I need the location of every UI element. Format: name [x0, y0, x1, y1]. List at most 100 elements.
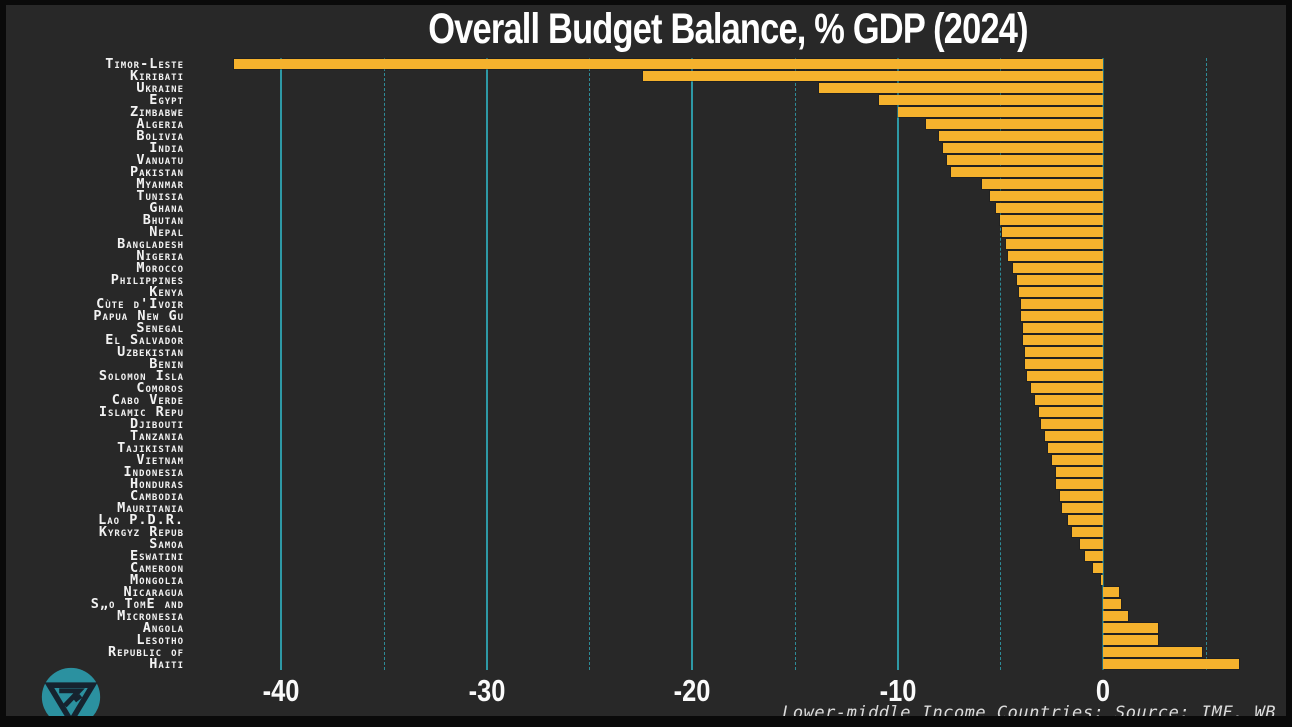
- category-label: Haiti: [149, 656, 184, 672]
- data-bar: [1055, 467, 1103, 477]
- category-label: Bolivia: [136, 128, 184, 144]
- data-bar: [942, 143, 1103, 153]
- data-bar: [1012, 263, 1103, 273]
- category-label: Algeria: [136, 116, 184, 132]
- category-label: Republic of: [107, 644, 184, 660]
- data-bar: [1022, 335, 1103, 345]
- data-bar: [1000, 215, 1103, 225]
- x-tick-label: -30: [468, 673, 505, 708]
- minor-gridline: [589, 58, 591, 670]
- category-label: Egypt: [149, 92, 184, 108]
- source-caption: Lower-middle Income Countries; Source: I…: [782, 703, 1276, 716]
- category-label: Lesotho: [136, 632, 184, 648]
- category-label: Zimbabwe: [129, 104, 184, 120]
- category-label: Kyrgyz Repub: [98, 524, 184, 540]
- category-label: Samoa: [149, 536, 184, 552]
- zero-axis-line: [1102, 58, 1104, 670]
- x-tick-label: -10: [879, 673, 916, 708]
- category-label: S„o TomE and: [90, 596, 184, 612]
- data-bar: [1026, 371, 1103, 381]
- data-bar: [1002, 227, 1103, 237]
- category-label: Cameroon: [129, 560, 184, 576]
- category-label: Timor-Leste: [105, 56, 184, 72]
- minor-gridline: [1205, 58, 1207, 670]
- data-bar: [1039, 407, 1103, 417]
- category-label: Tunisia: [136, 188, 184, 204]
- minor-gridline: [1000, 58, 1002, 670]
- data-bar: [1031, 383, 1103, 393]
- data-bar: [1047, 443, 1103, 453]
- category-label: Nigeria: [136, 248, 184, 264]
- data-bar: [1103, 611, 1128, 621]
- major-gridline: [691, 58, 693, 670]
- data-bar: [1103, 587, 1120, 597]
- data-bar: [1024, 359, 1103, 369]
- category-label: Cùte d'Ivoir: [96, 296, 184, 312]
- data-bar: [989, 191, 1103, 201]
- category-label: Philippines: [110, 272, 184, 288]
- category-label: Tajikistan: [117, 440, 184, 456]
- data-bar: [1018, 287, 1103, 297]
- category-label: Papua New Gu: [93, 308, 184, 324]
- data-bar: [1100, 575, 1103, 585]
- category-label: Uzbekistan: [117, 344, 184, 360]
- chart-panel: Overall Budget Balance, % GDP (2024) -40…: [6, 5, 1286, 716]
- data-bar: [1103, 647, 1202, 657]
- category-label: Bangladesh: [117, 236, 184, 252]
- category-label: Bhutan: [142, 212, 184, 228]
- category-label: Tanzania: [129, 428, 184, 444]
- data-bar: [1045, 431, 1103, 441]
- category-label: Mauritania: [117, 500, 184, 516]
- major-gridline: [280, 58, 282, 670]
- major-gridline: [485, 58, 488, 670]
- data-bar: [1084, 551, 1103, 561]
- category-label: Comoros: [136, 380, 184, 396]
- x-tick-label: -20: [673, 673, 711, 708]
- minor-gridline: [794, 58, 796, 670]
- category-label: Nicaragua: [123, 584, 184, 600]
- data-bar: [926, 119, 1103, 129]
- category-label: Lao P.D.R.: [98, 512, 184, 528]
- minor-gridline: [383, 58, 385, 670]
- category-label: Vanuatu: [136, 152, 184, 168]
- data-bar: [1080, 539, 1103, 549]
- category-label: Ukraine: [136, 80, 184, 96]
- category-label: Cambodia: [129, 488, 184, 504]
- data-bar: [642, 71, 1103, 81]
- x-tick-label: -40: [262, 673, 300, 708]
- category-label: Morocco: [136, 260, 184, 276]
- data-bar: [1103, 599, 1122, 609]
- category-label: Angola: [142, 620, 184, 636]
- category-label: Kenya: [149, 284, 184, 300]
- data-bar: [1024, 347, 1103, 357]
- major-gridline: [896, 58, 899, 670]
- category-label: Cabo Verde: [111, 392, 184, 408]
- data-bar: [938, 131, 1103, 141]
- category-label: Solomon Isla: [98, 368, 184, 384]
- category-label: Mongolia: [129, 572, 184, 588]
- category-label: Eswatini: [129, 548, 184, 564]
- data-bar: [950, 167, 1103, 177]
- data-bar: [1072, 527, 1103, 537]
- data-bar: [1059, 491, 1103, 501]
- category-label: Honduras: [129, 476, 184, 492]
- category-label: Indonesia: [123, 464, 184, 480]
- category-label: Djibouti: [129, 416, 184, 432]
- data-bar: [981, 179, 1103, 189]
- data-bar: [1068, 515, 1103, 525]
- data-bar: [233, 59, 1103, 69]
- data-bar: [1006, 239, 1103, 249]
- category-label: Islamic Repu: [98, 404, 184, 420]
- data-bar: [1020, 299, 1103, 309]
- data-bar: [1103, 623, 1159, 633]
- chart-title: Overall Budget Balance, % GDP (2024): [428, 5, 1028, 53]
- data-bar: [1061, 503, 1103, 513]
- data-bar: [1035, 395, 1103, 405]
- data-bar: [1051, 455, 1103, 465]
- category-label: Myanmar: [136, 176, 184, 192]
- data-bar: [1041, 419, 1103, 429]
- category-label: India: [149, 140, 184, 156]
- data-bar: [1103, 635, 1159, 645]
- category-label: Ghana: [149, 200, 184, 216]
